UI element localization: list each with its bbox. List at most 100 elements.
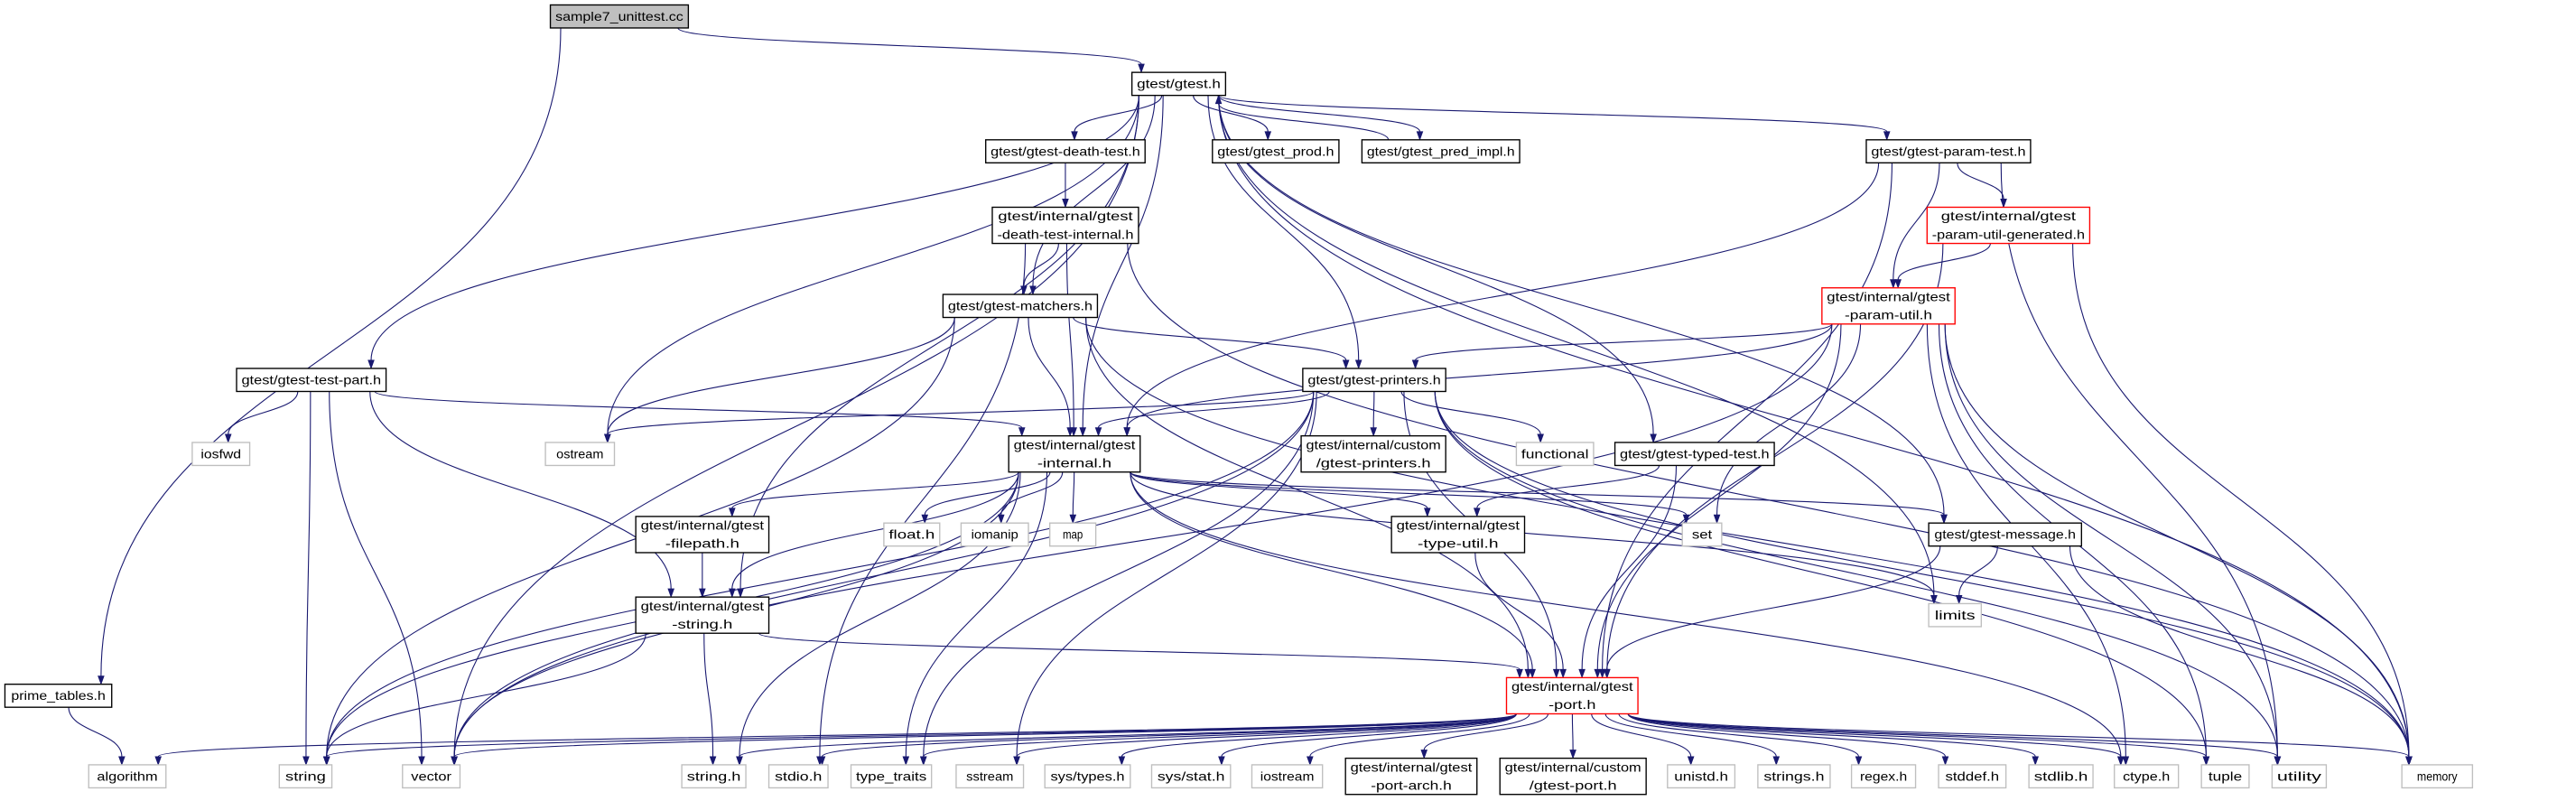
arrowhead-icon — [418, 756, 425, 767]
arrowhead-icon — [1354, 359, 1362, 370]
node-cport[interactable]: gtest/internal/custom/gtest-port.h — [1499, 757, 1647, 796]
node-label: stdio.h — [775, 769, 822, 783]
arrowhead-icon — [1890, 279, 1897, 289]
arrowhead-icon — [1930, 594, 1938, 605]
node-string: string — [278, 764, 333, 789]
arrowhead-icon — [322, 756, 330, 767]
node-gtest[interactable]: gtest/gtest.h — [1130, 71, 1227, 97]
edge-port-to-stdlib — [1627, 713, 2036, 758]
edge-internal-to-typetraits — [905, 471, 1048, 757]
arrowhead-icon — [1894, 279, 1902, 289]
arrowhead-icon — [1342, 359, 1350, 370]
node-box — [1865, 139, 2032, 163]
node-label: limits — [1935, 609, 1976, 622]
node-matchers[interactable]: gtest/gtest-matchers.h — [942, 293, 1099, 319]
node-label: gtest/internal/gtest — [641, 600, 765, 613]
node-printers[interactable]: gtest/gtest-printers.h — [1302, 368, 1446, 393]
node-filepath[interactable]: gtest/internal/gtest -filepath.h — [635, 516, 770, 554]
edge-pu-to-memory — [1944, 323, 2410, 757]
node-label: -param-util.h — [1845, 309, 1932, 322]
arrowhead-icon — [709, 756, 717, 767]
node-box — [1938, 764, 2007, 789]
arrowhead-icon — [1020, 285, 1028, 296]
edge-matchers-to-internal — [1028, 317, 1071, 428]
edge-matchers-to-port — [1085, 317, 1529, 670]
edge-gtest-to-prod — [1193, 95, 1269, 132]
node-portarch[interactable]: gtest/internal/gtest -port-arch.h — [1344, 757, 1478, 796]
node-typeutil[interactable]: gtest/internal/gtest -type-util.h — [1390, 516, 1526, 554]
node-box — [1850, 764, 1917, 789]
node-label: memory — [2417, 769, 2458, 783]
node-box — [1928, 522, 2083, 547]
node-cprinters[interactable]: gtest/internal/custom/gtest-printers.h — [1300, 434, 1446, 473]
edge-gtest-to-internal — [1082, 95, 1164, 428]
edge-port-to-ctype — [1627, 713, 2122, 758]
node-label: sys/stat.h — [1158, 769, 1225, 783]
node-box — [549, 4, 690, 29]
node-limits: limits — [1928, 602, 1983, 628]
node-label: -filepath.h — [665, 537, 739, 551]
node-label: gtest/internal/gtest — [1351, 760, 1473, 774]
node-internal[interactable]: gtest/internal/gtest -internal.h — [1008, 434, 1141, 473]
node-testpart[interactable]: gtest/gtest-test-part.h — [236, 368, 387, 393]
arrowhead-icon — [1062, 199, 1069, 209]
edge-pred-to-gtest — [1218, 103, 1390, 141]
node-label: sys/types.h — [1050, 769, 1124, 783]
edge-port-to-vector — [453, 713, 1517, 758]
node-param[interactable]: gtest/gtest-param-test.h — [1865, 139, 2032, 163]
node-box — [955, 764, 1025, 789]
node-pred[interactable]: gtest/gtest_pred_impl.h — [1361, 139, 1520, 163]
node-label: gtest/gtest-matchers.h — [948, 300, 1093, 313]
arrowhead-icon — [1687, 756, 1695, 767]
arrowhead-icon — [818, 756, 826, 767]
edge-port-to-memory — [1627, 713, 2410, 758]
node-pu[interactable]: gtest/internal/gtest -param-util.h — [1821, 287, 1956, 325]
node-port[interactable]: gtest/internal/gtest -port.h — [1505, 676, 1639, 715]
node-label: gtest/gtest_pred_impl.h — [1367, 144, 1515, 158]
node-death[interactable]: gtest/gtest-death-test.h — [985, 139, 1146, 163]
arrowhead-icon — [1855, 756, 1863, 767]
arrowhead-icon — [667, 588, 674, 599]
node-label: unistd.h — [1674, 769, 1728, 783]
node-label: gtest/gtest-death-test.h — [990, 144, 1140, 158]
node-box — [635, 516, 770, 554]
node-box — [278, 764, 333, 789]
arrowhead-icon — [2122, 756, 2130, 767]
arrowhead-icon — [1941, 756, 1949, 767]
node-label: algorithm — [97, 769, 157, 783]
arrowhead-icon — [699, 588, 706, 599]
node-dti[interactable]: gtest/internal/gtest -death-test-internal… — [991, 206, 1139, 245]
node-label: /gtest-printers.h — [1316, 456, 1431, 470]
node-label: functional — [1521, 447, 1589, 461]
edge-param-to-port — [1602, 163, 1892, 670]
edge-testpart-to-string — [305, 391, 312, 757]
edge-printers-to-functional — [1400, 391, 1541, 434]
edge-port-to-sysstat — [1221, 713, 1517, 758]
node-prime[interactable]: prime_tables.h — [4, 684, 113, 708]
edge-matchers-to-memory — [1085, 317, 2410, 757]
arrowhead-icon — [1940, 514, 1948, 525]
node-sample7[interactable]: sample7_unittest.cc — [549, 4, 690, 29]
edge-testpart-to-gstring — [369, 391, 672, 590]
edge-gtest-to-gstring — [739, 95, 1139, 590]
arrowhead-icon — [451, 756, 458, 767]
node-box — [1044, 764, 1131, 789]
node-utility: utility — [2271, 764, 2328, 789]
edge-port-to-stddef — [1627, 713, 1947, 758]
node-prod[interactable]: gtest/gtest_prod.h — [1212, 139, 1340, 163]
edge-internal-to-limits — [1130, 471, 1935, 596]
edge-port-to-cport — [1571, 713, 1574, 750]
edge-printers-to-internal — [1097, 391, 1330, 428]
node-map: map — [1048, 522, 1097, 547]
node-label: -string.h — [672, 618, 732, 631]
node-box — [635, 596, 770, 634]
node-gstring[interactable]: gtest/internal/gtest -string.h — [635, 596, 770, 634]
node-message[interactable]: gtest/gtest-message.h — [1928, 522, 2083, 547]
node-box — [4, 684, 113, 708]
node-pug[interactable]: gtest/internal/gtest -param-util-generate… — [1926, 206, 2091, 245]
node-label: gtest/internal/gtest — [1941, 210, 2077, 223]
arrowhead-icon — [154, 756, 163, 767]
arrowhead-icon — [1524, 668, 1532, 679]
node-typed[interactable]: gtest/gtest-typed-test.h — [1613, 442, 1775, 467]
arrowhead-icon — [736, 756, 743, 767]
